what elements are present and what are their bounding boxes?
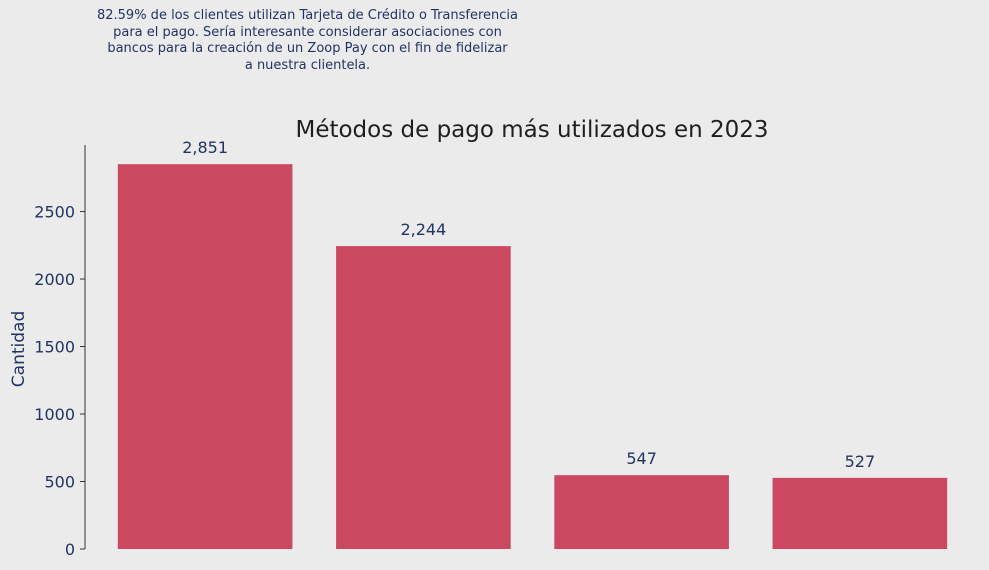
y-tick-label: 1500 (34, 338, 75, 357)
bar-value-label: 547 (626, 449, 657, 468)
y-axis-ticks: 0 500 1000 1500 2000 2500 (34, 203, 85, 559)
bar-value-label: 527 (845, 452, 876, 471)
bar (336, 246, 511, 549)
bars (117, 164, 948, 549)
y-tick-label: 2000 (34, 270, 75, 289)
bar (554, 475, 729, 549)
y-tick-label: 0 (65, 540, 75, 559)
y-axis-label: Cantidad (9, 311, 29, 387)
bar-value-labels: 2,851 2,244 547 527 (182, 138, 875, 471)
bar (772, 477, 948, 549)
bar-value-label: 2,851 (182, 138, 228, 157)
chart-annotation: 82.59% de los clientes utilizan Tarjeta … (96, 8, 518, 73)
y-tick-label: 2500 (34, 203, 75, 222)
y-tick-label: 1000 (34, 405, 75, 424)
bar (117, 164, 293, 549)
y-tick-label: 500 (44, 473, 75, 492)
chart-title: Métodos de pago más utilizados en 2023 (295, 117, 768, 143)
bar-value-label: 2,244 (400, 220, 446, 239)
